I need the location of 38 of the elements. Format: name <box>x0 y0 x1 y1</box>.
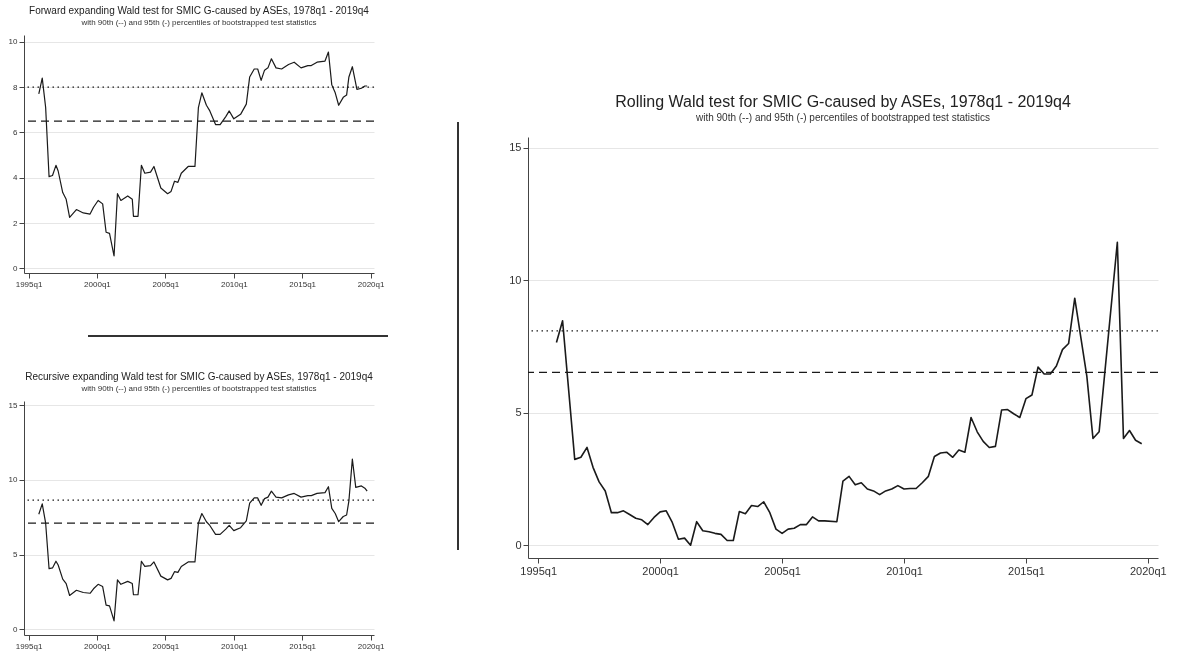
chart-subtitle: with 90th (--) and 95th (-) percentiles of bootstrapped test statistics <box>80 384 317 393</box>
x-tick-label: 2020q1 <box>357 641 385 651</box>
y-tick-label: 10 <box>8 475 19 485</box>
x-tick-label: 2010q1 <box>220 641 249 651</box>
y-tick-label: 4 <box>13 173 19 183</box>
y-tick-label: 15 <box>509 141 522 154</box>
y-tick-label: 2 <box>13 218 19 228</box>
y-tick-label: 0 <box>515 538 522 551</box>
y-tick-label: 10 <box>509 273 522 286</box>
y-tick-label: 10 <box>8 37 19 47</box>
x-tick-label: 2000q1 <box>642 564 679 577</box>
x-tick-label: 1995q1 <box>15 279 43 289</box>
chart-subtitle: with 90th (--) and 95th (-) percentiles of bootstrapped test statistics <box>80 18 317 27</box>
x-tick-label: 2015q1 <box>1008 564 1045 577</box>
x-tick-label: 2005q1 <box>764 564 801 577</box>
x-tick-label: 2005q1 <box>152 641 180 651</box>
y-tick-label: 0 <box>13 263 19 273</box>
y-tick-label: 0 <box>13 624 19 634</box>
chart-subtitle: with 90th (--) and 95th (-) percentiles of bootstrapped test statistics <box>694 112 991 123</box>
chart-title: Recursive expanding Wald test for SMIC G-caused by ASEs, 1978q1 - 2019q4 <box>25 371 374 382</box>
y-tick-label: 8 <box>13 82 19 92</box>
x-tick-label: 2020q1 <box>1129 564 1167 577</box>
x-tick-label: 2015q1 <box>289 279 317 289</box>
y-tick-label: 5 <box>515 406 522 419</box>
x-tick-label: 2000q1 <box>84 641 112 651</box>
x-tick-label: 1995q1 <box>520 564 558 577</box>
x-tick-label: 2010q1 <box>886 564 923 577</box>
x-tick-label: 1995q1 <box>15 641 43 651</box>
x-tick-label: 2005q1 <box>152 279 180 289</box>
x-tick-label: 2015q1 <box>289 641 317 651</box>
x-tick-label: 2000q1 <box>84 279 112 289</box>
chart-title: Forward expanding Wald test for SMIC G-caused by ASEs, 1978q1 - 2019q4 <box>29 5 370 16</box>
x-tick-label: 2020q1 <box>357 279 385 289</box>
y-tick-label: 15 <box>8 400 19 410</box>
x-tick-label: 2010q1 <box>220 279 249 289</box>
chart-title: Rolling Wald test for SMIC G-caused by ASEs, 1978q1 - 2019q4 <box>615 93 1071 110</box>
y-tick-label: 5 <box>13 550 19 560</box>
y-tick-label: 6 <box>13 127 19 137</box>
